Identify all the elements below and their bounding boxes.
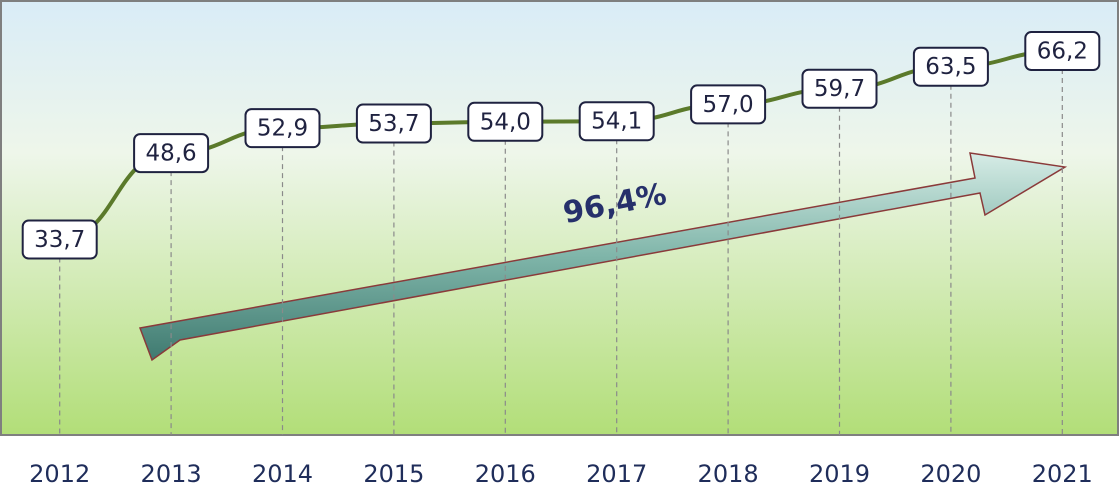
- x-tick-label: 2012: [29, 460, 90, 488]
- value-label-box: [1024, 31, 1101, 72]
- value-label: 66,2: [1037, 39, 1088, 65]
- value-label: 63,5: [925, 54, 976, 80]
- value-label: 52,9: [257, 116, 308, 142]
- value-label-box: [21, 219, 98, 260]
- value-label-box: [690, 84, 767, 125]
- x-tick-label: 2014: [252, 460, 313, 488]
- value-label-box: [912, 46, 989, 87]
- x-tick-label: 2013: [141, 460, 202, 488]
- value-label: 48,6: [145, 141, 196, 167]
- value-label: 54,1: [591, 109, 642, 135]
- value-label-box: [133, 133, 210, 174]
- value-label: 54,0: [480, 109, 531, 135]
- x-tick-label: 2018: [698, 460, 759, 488]
- x-tick-label: 2015: [363, 460, 424, 488]
- value-label-box: [467, 101, 544, 142]
- x-tick-label: 2016: [475, 460, 536, 488]
- value-label: 57,0: [702, 92, 753, 118]
- value-label-box: [801, 68, 878, 109]
- value-label: 33,7: [34, 227, 85, 253]
- value-label-box: [244, 108, 321, 149]
- value-label-box: [355, 103, 432, 144]
- growth-arrow: [138, 152, 1068, 362]
- x-tick-label: 2020: [920, 460, 981, 488]
- value-label: 59,7: [814, 76, 865, 102]
- x-tick-label: 2017: [586, 460, 647, 488]
- value-label-box: [578, 101, 655, 142]
- x-tick-label: 2019: [809, 460, 870, 488]
- x-tick-label: 2021: [1032, 460, 1093, 488]
- value-label: 53,7: [368, 111, 419, 137]
